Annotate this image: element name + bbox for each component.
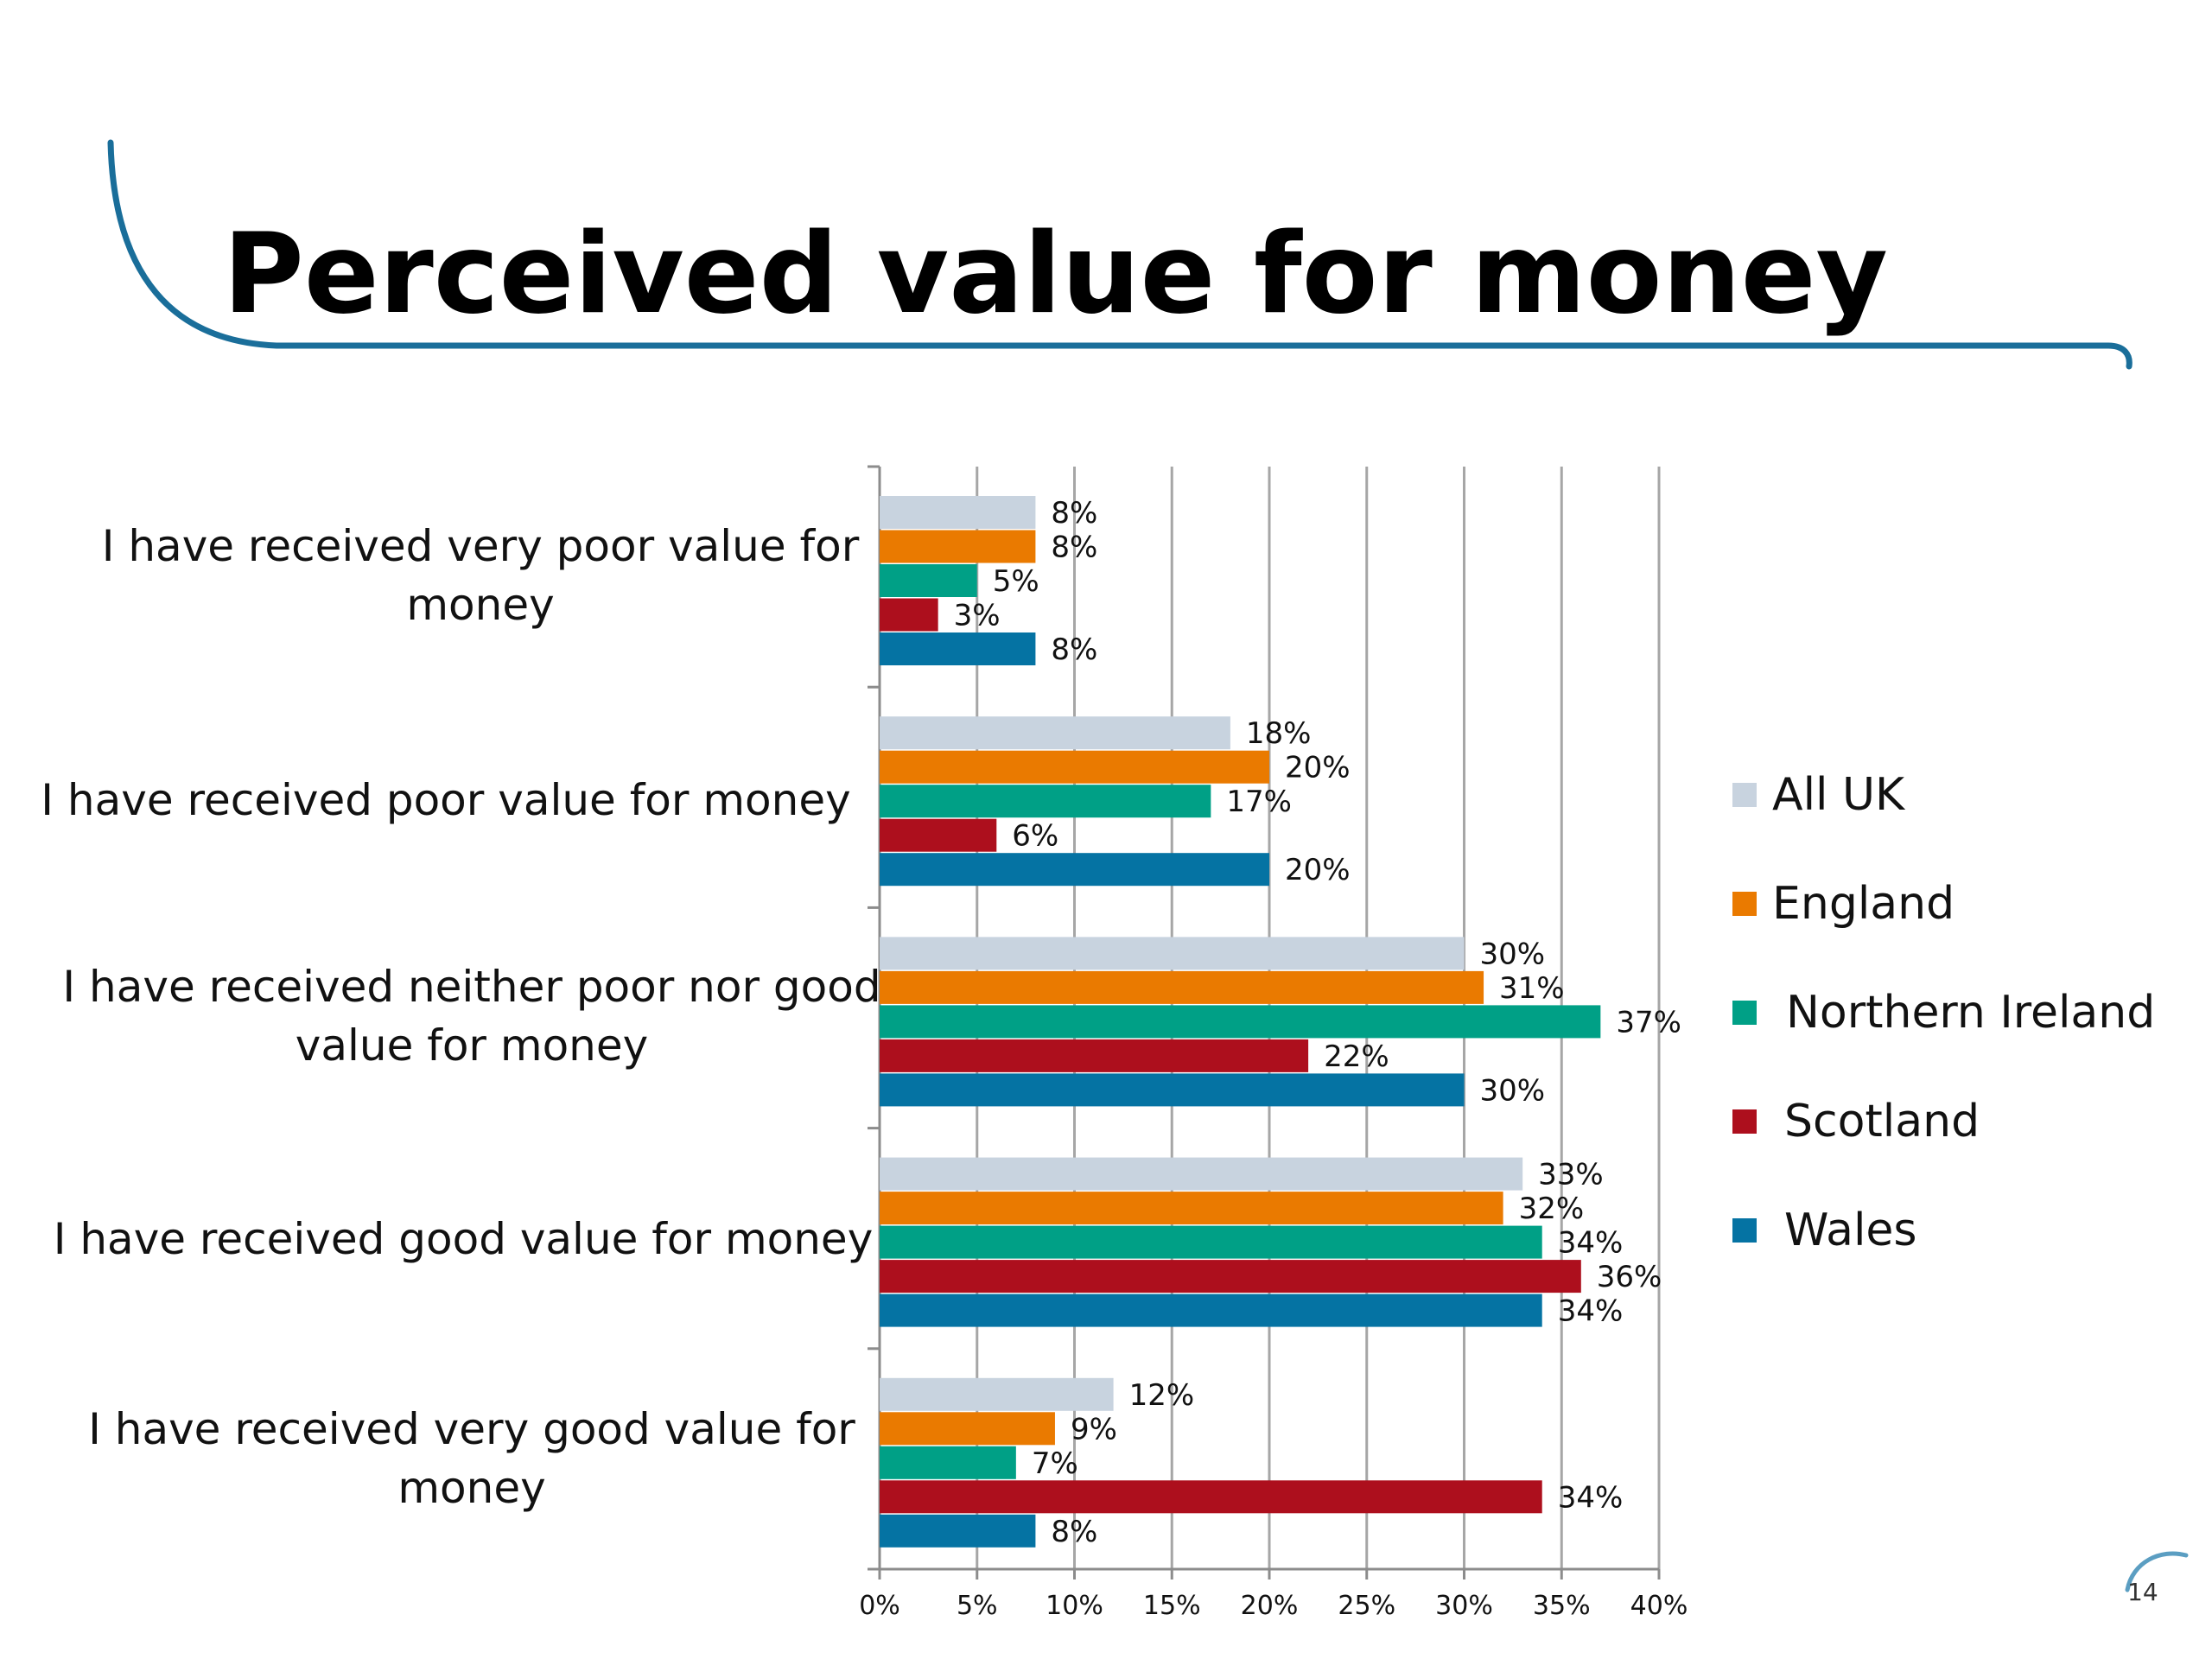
category-label-poor: I have received poor value for money	[41, 775, 851, 825]
data-label: 17%	[1226, 785, 1292, 819]
bar	[880, 1260, 1581, 1294]
bar	[880, 750, 1269, 784]
bar	[880, 1514, 1036, 1548]
data-label: 18%	[1246, 716, 1312, 751]
bar	[880, 716, 1230, 750]
x-tick-label: 15%	[1143, 1591, 1201, 1621]
bar	[880, 970, 1484, 1004]
bar	[880, 937, 1465, 970]
data-label: 20%	[1285, 853, 1351, 887]
data-label: 34%	[1558, 1480, 1624, 1515]
bar	[880, 1039, 1309, 1072]
x-tick-label: 40%	[1630, 1591, 1688, 1621]
x-tick-label: 35%	[1533, 1591, 1591, 1621]
legend-label-all-uk: All UK	[1772, 769, 1905, 821]
bar	[880, 530, 1036, 563]
x-tick-label: 20%	[1241, 1591, 1299, 1621]
data-label: 8%	[1051, 1515, 1097, 1549]
bar	[880, 1294, 1542, 1327]
bar	[880, 598, 938, 632]
bar	[880, 496, 1036, 529]
x-tick-label: 5%	[957, 1591, 998, 1621]
bar	[880, 632, 1036, 665]
data-label: 34%	[1558, 1226, 1624, 1261]
data-label: 30%	[1480, 937, 1546, 971]
bar	[880, 1073, 1465, 1107]
bar	[880, 1412, 1055, 1446]
data-label: 8%	[1051, 632, 1097, 667]
x-tick-label: 25%	[1338, 1591, 1395, 1621]
bar	[880, 818, 997, 852]
legend-label-scotland: Scotland	[1784, 1096, 1980, 1147]
category-label-good: I have received good value for money	[53, 1214, 874, 1264]
legend-swatch-scotland	[1732, 1109, 1757, 1134]
legend-label-northern-ireland: Northern Ireland	[1786, 987, 2156, 1039]
page-number: 14	[2127, 1578, 2158, 1606]
data-label: 33%	[1538, 1158, 1604, 1192]
legend-swatch-all-uk	[1732, 783, 1757, 807]
bar	[880, 1192, 1503, 1225]
data-label: 5%	[993, 564, 1039, 599]
data-label: 36%	[1597, 1260, 1662, 1294]
bar	[880, 785, 1211, 818]
legend-swatch-england	[1732, 892, 1757, 916]
x-tick-label: 30%	[1435, 1591, 1493, 1621]
category-label-very-good: I have received very good value for mone…	[88, 1404, 855, 1513]
page-title: Perceived value for money	[223, 209, 1888, 339]
data-label: 7%	[1032, 1446, 1078, 1481]
data-label: 8%	[1051, 531, 1097, 565]
data-label: 6%	[1012, 819, 1058, 854]
data-label: 8%	[1051, 496, 1097, 531]
legend-swatch-northern-ireland	[1732, 1001, 1757, 1025]
data-label: 9%	[1071, 1412, 1117, 1446]
bar	[880, 1225, 1542, 1259]
legend-swatch-wales	[1732, 1218, 1757, 1243]
data-label: 37%	[1616, 1005, 1681, 1039]
data-label: 32%	[1519, 1192, 1585, 1226]
bar	[880, 564, 977, 597]
bar	[880, 1377, 1114, 1411]
data-label: 30%	[1480, 1073, 1546, 1108]
legend-label-wales: Wales	[1784, 1205, 1917, 1256]
bar	[880, 1157, 1523, 1191]
legend-label-england: England	[1772, 878, 1955, 930]
category-label-neither: I have received neither poor nor good va…	[62, 962, 881, 1071]
data-label: 31%	[1499, 971, 1565, 1006]
data-label: 22%	[1324, 1039, 1389, 1074]
data-label: 3%	[954, 599, 1001, 633]
data-label: 34%	[1558, 1294, 1624, 1329]
bar	[880, 1005, 1601, 1039]
bar	[880, 1480, 1542, 1514]
data-label: 20%	[1285, 751, 1351, 785]
data-label: 12%	[1129, 1378, 1195, 1413]
x-tick-label: 0%	[859, 1591, 900, 1621]
category-label-very-poor: I have received very poor value for mone…	[101, 521, 860, 630]
bar	[880, 853, 1269, 887]
x-tick-label: 10%	[1046, 1591, 1103, 1621]
bar	[880, 1446, 1016, 1479]
